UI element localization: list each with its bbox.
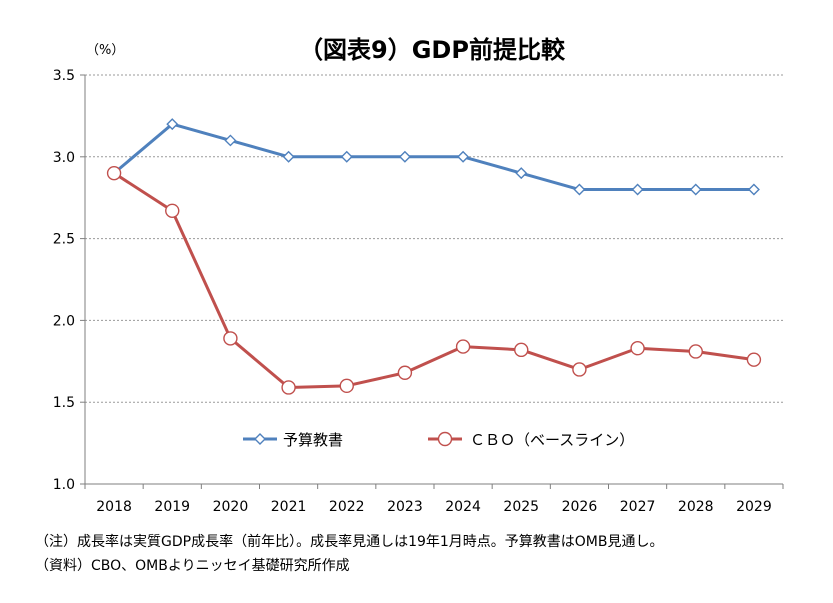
data-point bbox=[224, 134, 237, 147]
gridlines bbox=[85, 74, 783, 403]
y-tick-label: 1.0 bbox=[53, 477, 75, 493]
series-lines bbox=[106, 118, 762, 395]
data-point bbox=[397, 365, 413, 380]
x-tick-label: 2028 bbox=[678, 499, 714, 515]
data-point bbox=[631, 183, 644, 196]
data-point bbox=[166, 118, 179, 131]
legend-marker bbox=[254, 433, 266, 445]
data-point bbox=[515, 167, 528, 180]
y-tick-label: 3.0 bbox=[53, 150, 75, 166]
data-point bbox=[572, 362, 587, 377]
x-tick-labels: 2018 2019 2020 2021 2022 2023 2024 2025 2026 2027… bbox=[96, 499, 771, 515]
x-tick-label: 2026 bbox=[562, 499, 598, 515]
data-point bbox=[340, 150, 353, 163]
data-point bbox=[398, 150, 411, 163]
y-tick-labels: 1.0 1.5 2.0 2.5 3.0 3.5 bbox=[53, 68, 75, 493]
y-axis-unit: （%） bbox=[86, 43, 124, 58]
axes bbox=[80, 74, 784, 489]
x-tick-label: 2027 bbox=[620, 499, 656, 515]
x-tick-label: 2024 bbox=[445, 499, 481, 515]
data-point bbox=[281, 380, 296, 395]
legend-label: 予算教書 bbox=[283, 431, 343, 449]
data-point bbox=[573, 183, 586, 196]
legend-item-1: 予算教書 bbox=[243, 431, 343, 449]
x-tick-label: 2029 bbox=[736, 499, 772, 515]
x-tick-label: 2019 bbox=[154, 499, 190, 515]
data-point bbox=[747, 183, 760, 196]
x-tick-label: 2020 bbox=[213, 499, 249, 515]
y-tick-label: 2.0 bbox=[53, 313, 75, 329]
x-tick-label: 2023 bbox=[387, 499, 423, 515]
y-tick-label: 2.5 bbox=[53, 232, 75, 248]
source-note: （資料）CBO、OMBよりニッセイ基礎研究所作成 bbox=[35, 558, 350, 574]
data-point bbox=[514, 342, 529, 358]
series-2 bbox=[106, 165, 762, 395]
y-tick-label: 3.5 bbox=[53, 68, 75, 84]
series-1 bbox=[108, 118, 760, 196]
data-point bbox=[630, 341, 645, 356]
data-point bbox=[746, 352, 762, 367]
data-point bbox=[106, 165, 122, 181]
series-line bbox=[113, 171, 755, 389]
data-point bbox=[282, 150, 295, 163]
x-tick-label: 2025 bbox=[503, 499, 539, 515]
data-point bbox=[339, 378, 354, 394]
data-point bbox=[689, 183, 702, 196]
legend-label: ＣＢＯ（ベースライン） bbox=[470, 431, 634, 449]
x-tick-label: 2021 bbox=[271, 499, 307, 515]
data-point bbox=[223, 331, 238, 346]
data-point bbox=[455, 339, 471, 354]
series-line bbox=[113, 122, 754, 192]
x-tick-label: 2018 bbox=[96, 499, 132, 515]
x-tick-label: 2022 bbox=[329, 499, 365, 515]
data-point bbox=[457, 150, 470, 163]
data-point bbox=[688, 344, 703, 359]
y-tick-label: 1.5 bbox=[53, 395, 75, 411]
data-point bbox=[165, 203, 180, 218]
legend-marker bbox=[437, 431, 453, 447]
chart-title: （図表9）GDP前提比較 bbox=[299, 36, 566, 64]
legend: 予算教書 ＣＢＯ（ベースライン） bbox=[243, 431, 634, 449]
legend-item-2: ＣＢＯ（ベースライン） bbox=[428, 431, 634, 449]
footnote: （注）成長率は実質GDP成長率（前年比）。成長率見通しは19年1月時点。予算教書… bbox=[35, 534, 664, 550]
